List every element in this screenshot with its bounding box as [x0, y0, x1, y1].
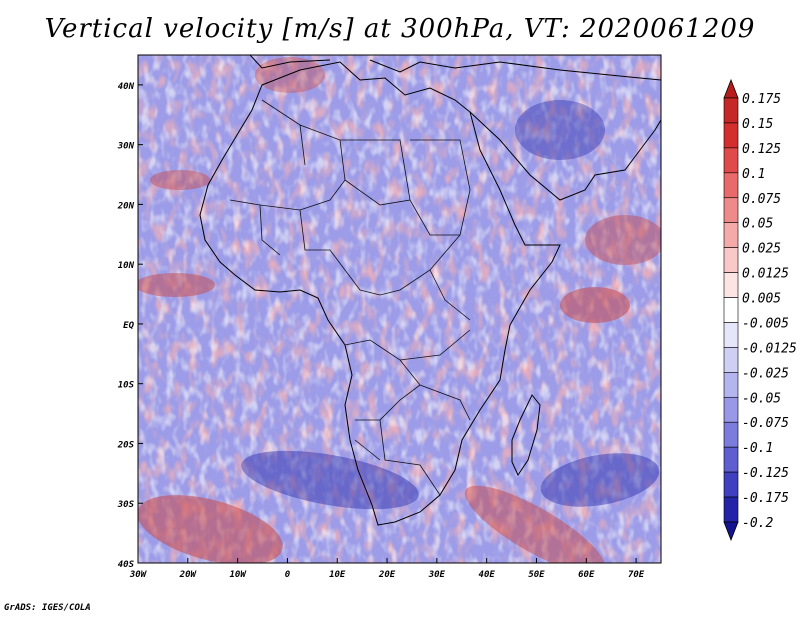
map-frame	[137, 54, 662, 564]
colorbar-segment	[723, 322, 739, 348]
latitude-axis: 40N 30N 20N 10N EQ 10S 20S 30S 40S	[117, 82, 143, 570]
colorbar-label: -0.005	[742, 316, 789, 331]
colorbar-segment	[723, 222, 739, 248]
colorbar-segment	[723, 197, 739, 224]
colorbar-segment	[723, 172, 739, 199]
colorbar-label: -0.025	[742, 366, 789, 381]
colorbar-label: 0.0125	[742, 267, 789, 282]
lon-tick-label: 30E	[428, 570, 446, 580]
colorbar-label: -0.05	[742, 391, 781, 406]
colorbar-label: -0.075	[742, 416, 789, 431]
lon-tick-label: 70E	[628, 570, 645, 580]
lon-tick-label: 40E	[479, 570, 496, 580]
colorbar-segment	[723, 372, 739, 398]
colorbar-label: 0.025	[742, 242, 781, 257]
colorbar-label: 0.175	[742, 92, 781, 107]
lat-tick-label: 20S	[117, 440, 135, 450]
madagascar-coastline	[511, 394, 541, 477]
lon-tick-label: 20W	[179, 570, 198, 580]
colorbar-segment	[723, 347, 739, 373]
colorbar-segment	[723, 147, 739, 174]
country-borders	[229, 99, 471, 496]
colorbar-label: 0.15	[742, 117, 773, 132]
colorbar-segment	[723, 297, 739, 323]
lat-tick-label: 10S	[118, 381, 135, 391]
colorbar-label: -0.1	[742, 441, 773, 456]
colorbar-label: -0.0125	[742, 341, 797, 356]
colorbar-segment	[723, 446, 739, 473]
colorbar-label: 0.05	[742, 217, 773, 232]
colorbar-label: 0.075	[742, 192, 781, 207]
colorbar-segment	[723, 247, 739, 273]
colorbar-label: 0.005	[742, 292, 781, 307]
lon-tick-label: 10E	[329, 570, 346, 580]
colorbar-min-arrow	[723, 521, 739, 542]
colorbar: 0.175 0.15 0.125 0.1 0.075 0.05 0.025 0.0125 0.0…	[723, 78, 797, 542]
colorbar-label: 0.125	[742, 142, 781, 157]
colorbar-label: -0.2	[742, 516, 773, 531]
colorbar-segment	[723, 97, 739, 124]
europe-coastline	[249, 55, 661, 81]
colorbar-max-arrow	[723, 78, 739, 99]
lon-tick-label: 0	[285, 570, 291, 580]
colorbar-segment	[723, 396, 739, 423]
lat-tick-label: 30S	[117, 500, 135, 510]
colorbar-segment	[723, 471, 739, 498]
lat-tick-label: 30N	[117, 142, 135, 152]
lon-tick-label: 50E	[528, 570, 545, 580]
colorbar-label: -0.175	[742, 491, 789, 506]
grads-credit: GrADS: IGES/COLA	[4, 603, 91, 613]
longitude-axis: 30W 20W 10W 0 10E 20E 30E 40E 50E 60E 70E	[129, 558, 645, 580]
colorbar-segment	[723, 496, 739, 523]
map-plot-area	[138, 55, 661, 563]
colorbar-segment	[723, 122, 739, 149]
colorbar-label: 0.1	[742, 167, 765, 182]
colorbar-label: -0.125	[742, 466, 789, 481]
lat-tick-label: 20N	[117, 201, 135, 211]
lon-tick-label: 30W	[129, 570, 148, 580]
lon-tick-label: 20E	[378, 570, 396, 580]
arabia-coastline	[469, 111, 661, 201]
map-title: Vertical velocity [m/s] at 300hPa, VT: 2…	[44, 14, 756, 44]
colorbar-segment	[723, 272, 739, 298]
lat-tick-label: 40S	[118, 560, 135, 570]
africa-coastline	[199, 61, 561, 526]
lat-tick-label: 10N	[118, 261, 135, 271]
lat-tick-label: EQ	[123, 321, 134, 331]
lon-tick-label: 10W	[229, 570, 247, 580]
lon-tick-label: 60E	[578, 570, 595, 580]
lat-tick-label: 40N	[118, 82, 135, 92]
colorbar-segment	[723, 421, 739, 448]
